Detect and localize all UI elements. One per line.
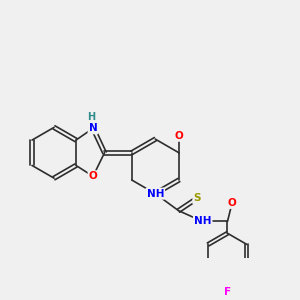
Text: F: F: [224, 287, 231, 297]
Text: NH: NH: [147, 189, 164, 199]
Text: NH: NH: [194, 217, 211, 226]
Text: N: N: [89, 123, 98, 133]
Text: S: S: [194, 193, 201, 203]
Text: O: O: [89, 171, 98, 181]
Text: H: H: [87, 112, 96, 122]
Text: O: O: [228, 198, 236, 208]
Text: O: O: [175, 131, 183, 141]
